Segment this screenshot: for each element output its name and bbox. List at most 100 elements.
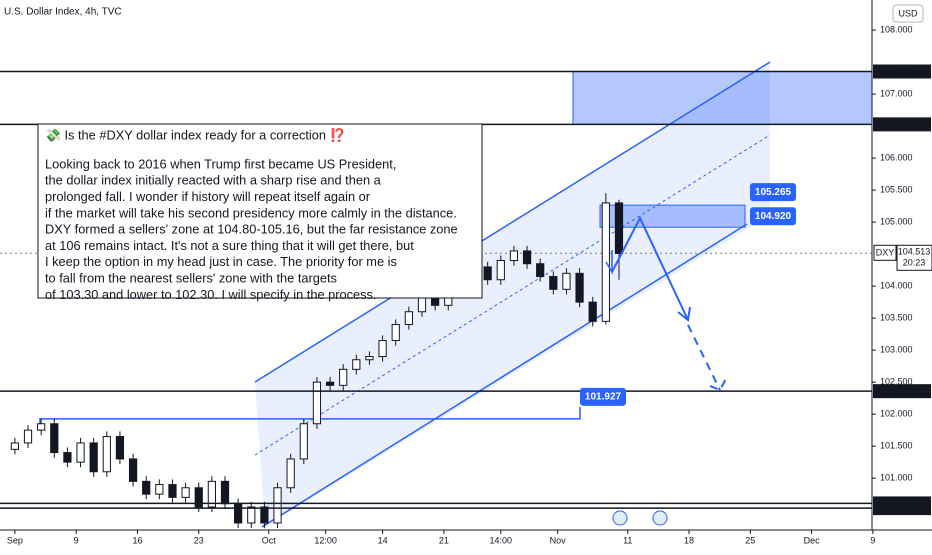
candle-body bbox=[496, 260, 505, 281]
price-label: 104.920 bbox=[755, 211, 792, 222]
candle-body bbox=[247, 506, 256, 524]
y-tick-label: 103.000 bbox=[880, 345, 913, 355]
candle-body bbox=[234, 503, 243, 524]
candle-body bbox=[207, 480, 216, 508]
note-line: I keep the option in my head just in cas… bbox=[45, 254, 397, 269]
candle-body bbox=[128, 458, 138, 482]
price-label-box bbox=[750, 207, 796, 226]
level-label: 107.353 bbox=[886, 66, 919, 76]
level-label-box bbox=[873, 501, 931, 516]
y-tick-label: 102.000 bbox=[880, 409, 913, 419]
note-line: to fall from the nearest sellers' zone w… bbox=[45, 270, 337, 285]
resistance-zone bbox=[572, 70, 873, 125]
candle-body bbox=[155, 484, 164, 495]
x-tick-label: 25 bbox=[745, 535, 755, 545]
candle-body bbox=[614, 202, 624, 254]
candle-body bbox=[50, 423, 59, 454]
arrow-start bbox=[605, 250, 613, 275]
last-price-box bbox=[896, 244, 932, 271]
x-tick-label: 9 bbox=[870, 535, 875, 545]
candle-body bbox=[220, 480, 230, 505]
candle-body bbox=[273, 487, 282, 524]
candle-body bbox=[352, 359, 361, 370]
y-tick-label: 101.500 bbox=[880, 441, 913, 451]
last-price-label: 104.513 bbox=[898, 247, 931, 257]
arrow-head bbox=[677, 306, 691, 322]
note-title: 💸 Is the #DXY dollar index ready for a c… bbox=[45, 127, 346, 142]
level-label: 102.359 bbox=[886, 386, 919, 396]
candle-body bbox=[549, 276, 558, 290]
x-tick-label: Nov bbox=[550, 535, 567, 545]
y-tick-label: 101.000 bbox=[880, 473, 913, 483]
symbol-label: DXY bbox=[876, 248, 895, 258]
candle-body bbox=[63, 452, 72, 463]
event-icon[interactable] bbox=[652, 510, 668, 526]
candle-body bbox=[260, 506, 269, 524]
note-line: Looking back to 2016 when Trump first be… bbox=[45, 156, 396, 171]
candle-body bbox=[168, 484, 177, 498]
x-tick-label: 9 bbox=[74, 535, 79, 545]
price-axis bbox=[872, 0, 932, 550]
candle-body bbox=[536, 263, 545, 278]
price-label: 105.265 bbox=[755, 187, 792, 198]
symbol-box bbox=[873, 244, 897, 261]
level-label-box bbox=[873, 117, 931, 132]
y-tick-label: 102.500 bbox=[880, 377, 913, 387]
level-label: 100.532 bbox=[886, 502, 919, 512]
candle-body bbox=[102, 436, 111, 473]
price-label-box bbox=[580, 387, 626, 406]
note-frame bbox=[37, 123, 483, 299]
candle-body bbox=[575, 272, 584, 303]
x-tick-label: 16 bbox=[132, 535, 142, 545]
arrow-path bbox=[611, 215, 689, 321]
x-tick-label: Dec bbox=[804, 535, 821, 545]
candle-body bbox=[23, 429, 33, 444]
candle-body bbox=[194, 487, 203, 508]
currency-label[interactable]: USD bbox=[898, 8, 918, 18]
x-tick-label: 12:00 bbox=[314, 535, 337, 545]
candle-body bbox=[483, 266, 492, 281]
arrow-dashed-head bbox=[709, 374, 729, 392]
channel-fill bbox=[255, 62, 770, 527]
x-tick-label: 14:00 bbox=[490, 535, 513, 545]
channel-mid bbox=[254, 134, 771, 456]
level-label-box bbox=[873, 64, 931, 79]
candle-body bbox=[365, 356, 374, 361]
currency-button[interactable] bbox=[892, 4, 924, 23]
price-label: 101.927 bbox=[585, 391, 622, 402]
arrow-dashed bbox=[687, 324, 721, 391]
y-tick-label: 105.500 bbox=[880, 184, 913, 194]
forecast-arrows bbox=[605, 215, 729, 392]
candle-body bbox=[312, 381, 322, 425]
y-tick-label: 108.000 bbox=[880, 24, 913, 34]
candle-body bbox=[181, 487, 190, 498]
note-line: of 103.30 and lower to 102.30. I will sp… bbox=[45, 287, 377, 302]
event-icon[interactable] bbox=[612, 510, 628, 526]
sellers-zone bbox=[599, 204, 746, 228]
candle-body bbox=[509, 250, 519, 262]
level-label-box bbox=[873, 384, 931, 399]
candle-body bbox=[76, 442, 85, 463]
channel-upper bbox=[254, 61, 771, 383]
candle-body bbox=[522, 250, 532, 265]
price-label-box bbox=[750, 183, 796, 202]
y-tick-label: 103.500 bbox=[880, 313, 913, 323]
note-box: 💸 Is the #DXY dollar index ready for a c… bbox=[37, 123, 483, 302]
y-tick-label: 104.000 bbox=[880, 280, 913, 290]
y-tick-label: 106.000 bbox=[880, 152, 913, 162]
note-line: DXY formed a sellers' zone at 104.80-105… bbox=[45, 222, 458, 237]
level-label: 106.527 bbox=[886, 119, 919, 129]
x-tick-label: 11 bbox=[623, 535, 632, 545]
note-line: prolonged fall. I wonder if history will… bbox=[45, 189, 371, 204]
candle-body bbox=[89, 442, 98, 473]
candle-body bbox=[391, 324, 400, 342]
candle-body bbox=[10, 442, 19, 450]
candle-body bbox=[588, 301, 597, 322]
candle-body bbox=[325, 381, 335, 386]
candle-body bbox=[115, 436, 125, 460]
candle-body bbox=[404, 311, 413, 326]
note-line: at 106 remains intact. It's not a sure t… bbox=[45, 238, 414, 253]
x-tick-label: 21 bbox=[439, 535, 449, 545]
y-tick-label: 105.000 bbox=[880, 216, 913, 226]
